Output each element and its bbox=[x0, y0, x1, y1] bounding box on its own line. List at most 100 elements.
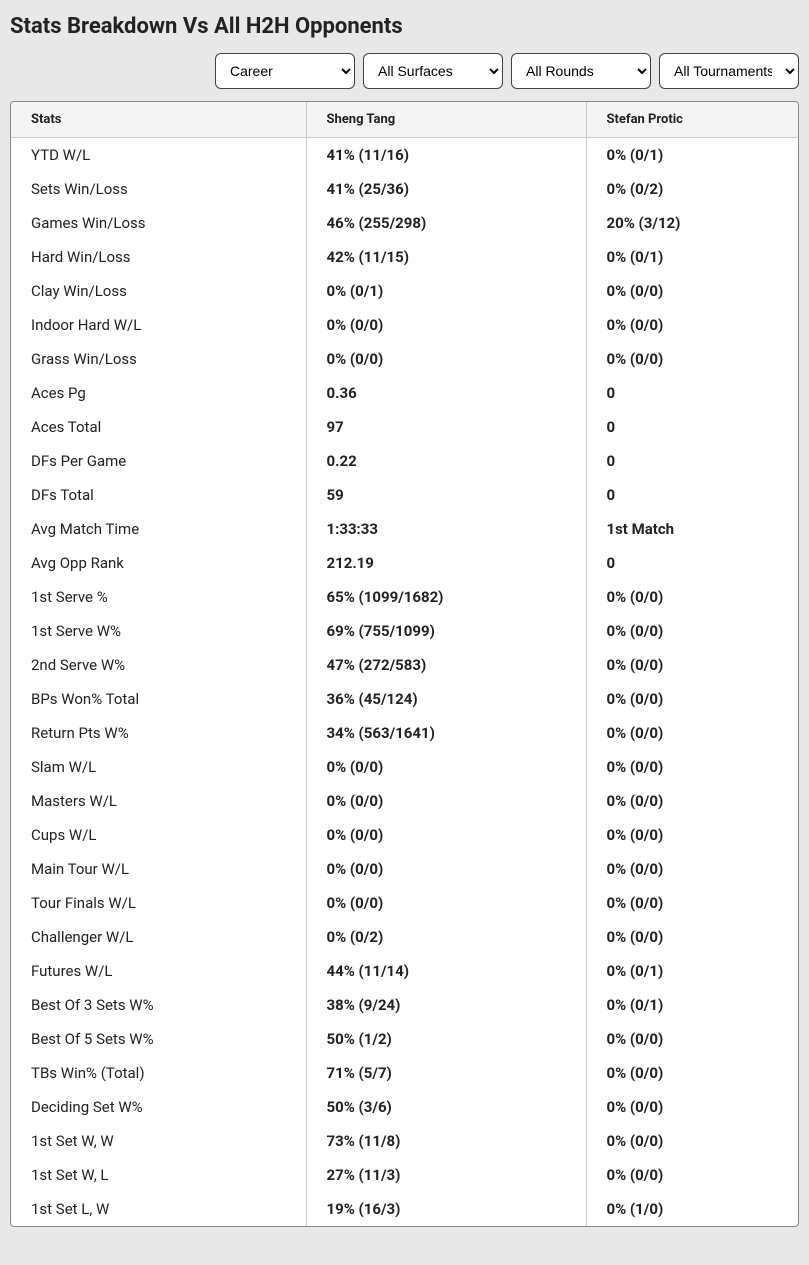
player1-value: 0% (0/1) bbox=[306, 274, 586, 308]
player2-value: 0% (0/0) bbox=[586, 1158, 798, 1192]
player1-value: 71% (5/7) bbox=[306, 1056, 586, 1090]
stat-label: Tour Finals W/L bbox=[11, 886, 306, 920]
player1-value: 97 bbox=[306, 410, 586, 444]
stat-label: Sets Win/Loss bbox=[11, 172, 306, 206]
table-row: 2nd Serve W%47% (272/583)0% (0/0) bbox=[11, 648, 798, 682]
player1-value: 42% (11/15) bbox=[306, 240, 586, 274]
stats-table: Stats Sheng Tang Stefan Protic YTD W/L41… bbox=[11, 102, 798, 1226]
stat-label: 1st Serve W% bbox=[11, 614, 306, 648]
player2-value: 0% (0/0) bbox=[586, 1090, 798, 1124]
stat-label: DFs Total bbox=[11, 478, 306, 512]
stat-label: DFs Per Game bbox=[11, 444, 306, 478]
player2-value: 0% (0/0) bbox=[586, 1056, 798, 1090]
table-row: Best Of 3 Sets W%38% (9/24)0% (0/1) bbox=[11, 988, 798, 1022]
stat-label: Grass Win/Loss bbox=[11, 342, 306, 376]
period-select[interactable]: Career bbox=[215, 53, 355, 89]
player1-value: 0% (0/0) bbox=[306, 308, 586, 342]
stat-label: Cups W/L bbox=[11, 818, 306, 852]
header-player2: Stefan Protic bbox=[586, 102, 798, 138]
table-row: Deciding Set W%50% (3/6)0% (0/0) bbox=[11, 1090, 798, 1124]
player1-value: 19% (16/3) bbox=[306, 1192, 586, 1226]
table-row: Games Win/Loss46% (255/298)20% (3/12) bbox=[11, 206, 798, 240]
stats-table-wrap: Stats Sheng Tang Stefan Protic YTD W/L41… bbox=[10, 101, 799, 1227]
stat-label: 1st Set W, W bbox=[11, 1124, 306, 1158]
table-row: Hard Win/Loss42% (11/15)0% (0/1) bbox=[11, 240, 798, 274]
table-row: Grass Win/Loss0% (0/0)0% (0/0) bbox=[11, 342, 798, 376]
player1-value: 41% (11/16) bbox=[306, 138, 586, 173]
player2-value: 0 bbox=[586, 376, 798, 410]
player1-value: 34% (563/1641) bbox=[306, 716, 586, 750]
table-row: 1st Serve W%69% (755/1099)0% (0/0) bbox=[11, 614, 798, 648]
stat-label: Aces Total bbox=[11, 410, 306, 444]
stat-label: Hard Win/Loss bbox=[11, 240, 306, 274]
player2-value: 0% (0/0) bbox=[586, 614, 798, 648]
table-row: Clay Win/Loss0% (0/1)0% (0/0) bbox=[11, 274, 798, 308]
header-stats: Stats bbox=[11, 102, 306, 138]
player1-value: 41% (25/36) bbox=[306, 172, 586, 206]
player1-value: 0% (0/0) bbox=[306, 886, 586, 920]
player2-value: 0% (0/0) bbox=[586, 342, 798, 376]
player1-value: 0% (0/0) bbox=[306, 342, 586, 376]
player1-value: 0% (0/2) bbox=[306, 920, 586, 954]
stat-label: Masters W/L bbox=[11, 784, 306, 818]
player2-value: 0% (0/2) bbox=[586, 172, 798, 206]
table-row: YTD W/L41% (11/16)0% (0/1) bbox=[11, 138, 798, 173]
stat-label: 1st Set L, W bbox=[11, 1192, 306, 1226]
player1-value: 27% (11/3) bbox=[306, 1158, 586, 1192]
stat-label: 1st Serve % bbox=[11, 580, 306, 614]
player1-value: 212.19 bbox=[306, 546, 586, 580]
player1-value: 1:33:33 bbox=[306, 512, 586, 546]
player1-value: 50% (1/2) bbox=[306, 1022, 586, 1056]
round-select[interactable]: All Rounds bbox=[511, 53, 651, 89]
stat-label: 2nd Serve W% bbox=[11, 648, 306, 682]
player2-value: 0% (0/0) bbox=[586, 818, 798, 852]
stat-label: Main Tour W/L bbox=[11, 852, 306, 886]
table-row: 1st Set W, W73% (11/8)0% (0/0) bbox=[11, 1124, 798, 1158]
player1-value: 50% (3/6) bbox=[306, 1090, 586, 1124]
table-row: Sets Win/Loss41% (25/36)0% (0/2) bbox=[11, 172, 798, 206]
player2-value: 0% (0/0) bbox=[586, 308, 798, 342]
player2-value: 1st Match bbox=[586, 512, 798, 546]
stat-label: Challenger W/L bbox=[11, 920, 306, 954]
player2-value: 0% (0/1) bbox=[586, 240, 798, 274]
header-player1: Sheng Tang bbox=[306, 102, 586, 138]
player1-value: 46% (255/298) bbox=[306, 206, 586, 240]
player2-value: 0% (0/0) bbox=[586, 886, 798, 920]
table-row: Futures W/L44% (11/14)0% (0/1) bbox=[11, 954, 798, 988]
player2-value: 0% (0/0) bbox=[586, 1124, 798, 1158]
player2-value: 0% (0/1) bbox=[586, 138, 798, 173]
player2-value: 0% (0/0) bbox=[586, 648, 798, 682]
table-row: Masters W/L0% (0/0)0% (0/0) bbox=[11, 784, 798, 818]
filter-bar: Career All Surfaces All Rounds All Tourn… bbox=[10, 53, 799, 89]
stat-label: Clay Win/Loss bbox=[11, 274, 306, 308]
table-row: Avg Opp Rank212.190 bbox=[11, 546, 798, 580]
table-row: Aces Total970 bbox=[11, 410, 798, 444]
player1-value: 36% (45/124) bbox=[306, 682, 586, 716]
stat-label: YTD W/L bbox=[11, 138, 306, 173]
player2-value: 0% (0/0) bbox=[586, 682, 798, 716]
surface-select[interactable]: All Surfaces bbox=[363, 53, 503, 89]
table-row: DFs Per Game0.220 bbox=[11, 444, 798, 478]
player1-value: 73% (11/8) bbox=[306, 1124, 586, 1158]
table-row: 1st Set W, L27% (11/3)0% (0/0) bbox=[11, 1158, 798, 1192]
table-row: 1st Set L, W19% (16/3)0% (1/0) bbox=[11, 1192, 798, 1226]
table-row: DFs Total590 bbox=[11, 478, 798, 512]
player2-value: 0 bbox=[586, 478, 798, 512]
stat-label: Aces Pg bbox=[11, 376, 306, 410]
stat-label: 1st Set W, L bbox=[11, 1158, 306, 1192]
player2-value: 0% (0/0) bbox=[586, 1022, 798, 1056]
table-row: BPs Won% Total36% (45/124)0% (0/0) bbox=[11, 682, 798, 716]
player2-value: 0% (0/0) bbox=[586, 580, 798, 614]
player1-value: 69% (755/1099) bbox=[306, 614, 586, 648]
player2-value: 0% (0/1) bbox=[586, 954, 798, 988]
player2-value: 0% (0/1) bbox=[586, 988, 798, 1022]
player2-value: 0% (0/0) bbox=[586, 750, 798, 784]
player2-value: 0% (1/0) bbox=[586, 1192, 798, 1226]
table-row: Tour Finals W/L0% (0/0)0% (0/0) bbox=[11, 886, 798, 920]
player2-value: 20% (3/12) bbox=[586, 206, 798, 240]
stat-label: Avg Opp Rank bbox=[11, 546, 306, 580]
player2-value: 0 bbox=[586, 546, 798, 580]
player1-value: 59 bbox=[306, 478, 586, 512]
player1-value: 38% (9/24) bbox=[306, 988, 586, 1022]
tournament-select[interactable]: All Tournaments bbox=[659, 53, 799, 89]
